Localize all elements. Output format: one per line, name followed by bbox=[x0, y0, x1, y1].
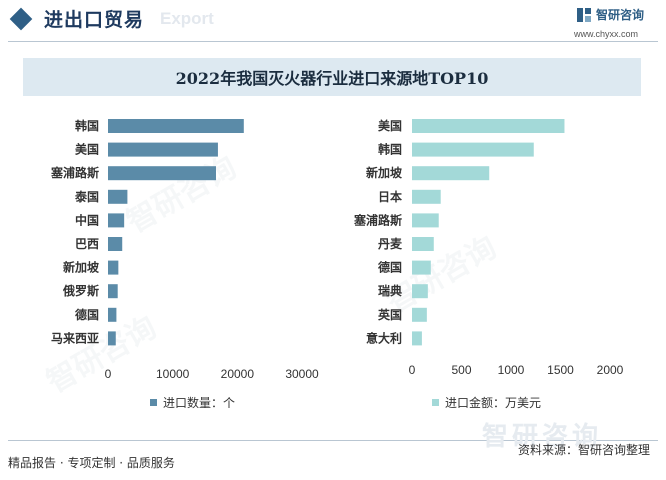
bar bbox=[108, 260, 119, 275]
category-label: 德国 bbox=[75, 307, 99, 322]
x-tick-label: 1500 bbox=[547, 363, 574, 377]
x-tick-label: 1000 bbox=[498, 363, 525, 377]
x-tick-label: 0 bbox=[105, 367, 112, 381]
bar bbox=[108, 119, 244, 133]
bar bbox=[412, 142, 534, 157]
bar bbox=[108, 142, 218, 157]
x-tick-label: 10000 bbox=[156, 367, 190, 381]
bar bbox=[412, 307, 427, 322]
bar bbox=[108, 307, 117, 322]
category-label: 新加坡 bbox=[366, 165, 403, 180]
footer-divider bbox=[8, 440, 658, 441]
bar bbox=[412, 166, 490, 181]
category-label: 英国 bbox=[378, 307, 402, 322]
chart-title: 2022年我国灭火器行业进口来源地TOP10 bbox=[175, 69, 489, 88]
bar bbox=[108, 213, 125, 228]
x-tick-label: 500 bbox=[451, 363, 471, 377]
brand[interactable]: 智研咨询 bbox=[576, 6, 644, 23]
category-label: 马来西亚 bbox=[51, 330, 99, 345]
category-label: 俄罗斯 bbox=[62, 283, 99, 298]
header-divider bbox=[8, 41, 658, 42]
x-tick-label: 2000 bbox=[597, 363, 624, 377]
category-label: 巴西 bbox=[75, 237, 99, 251]
brand-url[interactable]: www.chyxx.com bbox=[573, 29, 638, 39]
category-label: 新加坡 bbox=[63, 260, 100, 275]
bar bbox=[412, 119, 565, 133]
category-label: 泰国 bbox=[74, 189, 99, 204]
category-label: 美国 bbox=[378, 118, 402, 133]
legend-left: 进口数量：个 bbox=[150, 394, 235, 411]
footer-watermark: 智研咨询 bbox=[482, 422, 603, 452]
brand-name: 智研咨询 bbox=[595, 8, 644, 22]
bar bbox=[412, 189, 441, 204]
bar bbox=[412, 237, 434, 251]
bar bbox=[108, 284, 118, 299]
bar bbox=[108, 166, 216, 181]
brand-logo-icon bbox=[576, 7, 591, 22]
category-label: 塞浦路斯 bbox=[354, 212, 402, 227]
category-label: 德国 bbox=[378, 260, 402, 275]
bar bbox=[108, 189, 128, 204]
legend-swatch bbox=[432, 399, 439, 406]
page-header: 进出口贸易 Export 智研咨询 www.chyxx.com bbox=[0, 0, 666, 44]
section-title: 进出口贸易 bbox=[44, 9, 145, 31]
category-label: 瑞典 bbox=[378, 283, 402, 298]
bar bbox=[412, 260, 431, 275]
category-label: 丹麦 bbox=[378, 236, 403, 251]
legend-label: 进口数量：个 bbox=[163, 396, 236, 410]
header-watermark: Export bbox=[160, 9, 214, 28]
x-tick-label: 30000 bbox=[285, 367, 319, 381]
category-label: 韩国 bbox=[378, 142, 402, 157]
category-label: 日本 bbox=[378, 189, 402, 204]
footer-source: 资料来源：智研咨询整理 bbox=[517, 443, 650, 457]
legend-swatch bbox=[150, 399, 157, 406]
x-tick-label: 0 bbox=[409, 363, 416, 377]
footer-tagline: 精品报告 · 专项定制 · 品质服务 bbox=[8, 456, 175, 470]
chart-title-bar: 2022年我国灭火器行业进口来源地TOP10 bbox=[23, 58, 641, 96]
category-label: 意大利 bbox=[366, 330, 402, 345]
bar bbox=[108, 331, 116, 346]
bar bbox=[412, 213, 439, 228]
legend-label: 进口金额：万美元 bbox=[445, 396, 542, 410]
category-label: 韩国 bbox=[75, 118, 99, 133]
legend-right: 进口金额：万美元 bbox=[432, 394, 541, 411]
bar bbox=[412, 331, 422, 346]
x-tick-label: 20000 bbox=[221, 367, 255, 381]
category-label: 塞浦路斯 bbox=[51, 165, 99, 180]
category-label: 美国 bbox=[75, 142, 99, 157]
bar bbox=[412, 284, 428, 299]
bar bbox=[108, 237, 123, 251]
category-label: 中国 bbox=[75, 212, 99, 227]
